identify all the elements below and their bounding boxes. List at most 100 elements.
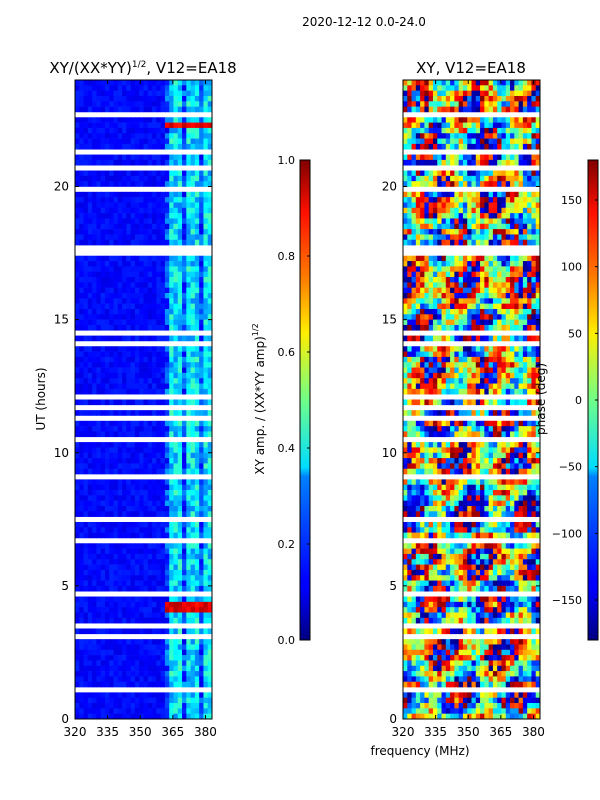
amp-cell [147,665,153,672]
amp-cell [190,213,196,219]
amp-cell [164,506,170,512]
colorbar-tick-label: 0.8 [278,250,296,263]
amp-cell [122,127,127,134]
amp-cell [156,346,162,352]
phase-cell [415,229,421,235]
amp-cell [122,261,127,267]
phase-cell [484,319,490,326]
amp-cell [87,127,93,134]
amp-cell [152,261,157,267]
amp-cell [109,239,114,246]
amp-cell [173,356,179,363]
amp-cell [169,367,174,374]
phase-cell [505,277,511,283]
amp-cell [207,277,213,283]
phase-cell [492,261,498,267]
phase-cell [407,378,412,384]
phase-cell [501,106,507,113]
amp-cell [139,458,144,464]
amp-cell [143,399,149,406]
phase-cell [454,271,460,278]
amp-cell [139,356,144,363]
amp-cell [83,543,89,549]
amp-cell [186,346,191,352]
amp-cell [126,660,132,667]
phase-cell [535,255,541,262]
amp-cell [182,159,187,166]
amp-cell [177,319,183,326]
amp-cell [156,95,162,102]
amp-cell [92,191,97,198]
phase-cell [471,106,477,113]
phase-cell [411,367,417,374]
amp-cell [160,383,166,390]
amp-cell [164,559,170,565]
amp-cell [100,527,106,533]
phase-cell [403,213,408,219]
phase-cell [403,378,408,384]
amp-cell [199,580,204,587]
amp-cell [100,378,106,384]
amp-cell [194,383,200,390]
amp-cell [177,506,183,512]
phase-cell [527,85,532,91]
amp-cell [147,351,153,358]
amp-cell [104,628,110,635]
phase-cell [522,399,528,406]
amp-cell [79,213,84,219]
amp-cell [203,287,209,294]
amp-cell [113,655,119,661]
amp-cell [75,372,80,379]
amp-cell [126,133,132,139]
amp-cell [207,442,213,448]
phase-cell [497,287,502,294]
phase-cell [403,388,408,395]
phase-cell [501,143,507,150]
amp-cell [190,692,196,699]
amp-cell [147,607,153,613]
amp-cell [177,181,183,187]
amp-cell [177,612,183,619]
amp-cell [152,511,157,517]
amp-cell [173,410,179,416]
amp-cell [134,122,140,129]
amp-cell [156,420,162,427]
amp-cell [207,388,213,395]
amp-cell [139,223,144,230]
phase-cell [428,261,434,267]
amp-cell [169,500,174,507]
phase-cell [510,106,515,113]
amp-cell [194,85,200,91]
amp-cell [122,596,127,603]
amp-cell [122,175,127,182]
amp-cell [100,708,106,714]
amp-cell [207,122,213,129]
phase-cell [467,197,472,203]
amp-cell [104,458,110,464]
phase-cell [467,159,472,166]
phase-cell [467,138,472,145]
amp-cell [156,133,162,139]
amp-cell [203,372,209,379]
amp-cell [143,431,149,438]
phase-cell [407,351,412,358]
amp-cell [156,170,162,177]
amp-cell [92,181,97,187]
amp-cell [190,324,196,331]
amp-cell [100,287,106,294]
amp-cell [104,447,110,454]
amp-cell [117,271,123,278]
amp-cell [122,585,127,592]
amp-cell [160,442,166,448]
amp-cell [92,692,97,699]
amp-cell [100,293,106,299]
amp-cell [177,431,183,438]
amp-cell [186,282,191,288]
amp-cell [143,346,149,352]
phase-cell [411,266,417,273]
amp-cell [139,431,144,438]
phase-cell [458,197,464,203]
phase-cell [437,143,442,150]
amp-cell [164,564,170,571]
amp-cell [139,671,144,677]
